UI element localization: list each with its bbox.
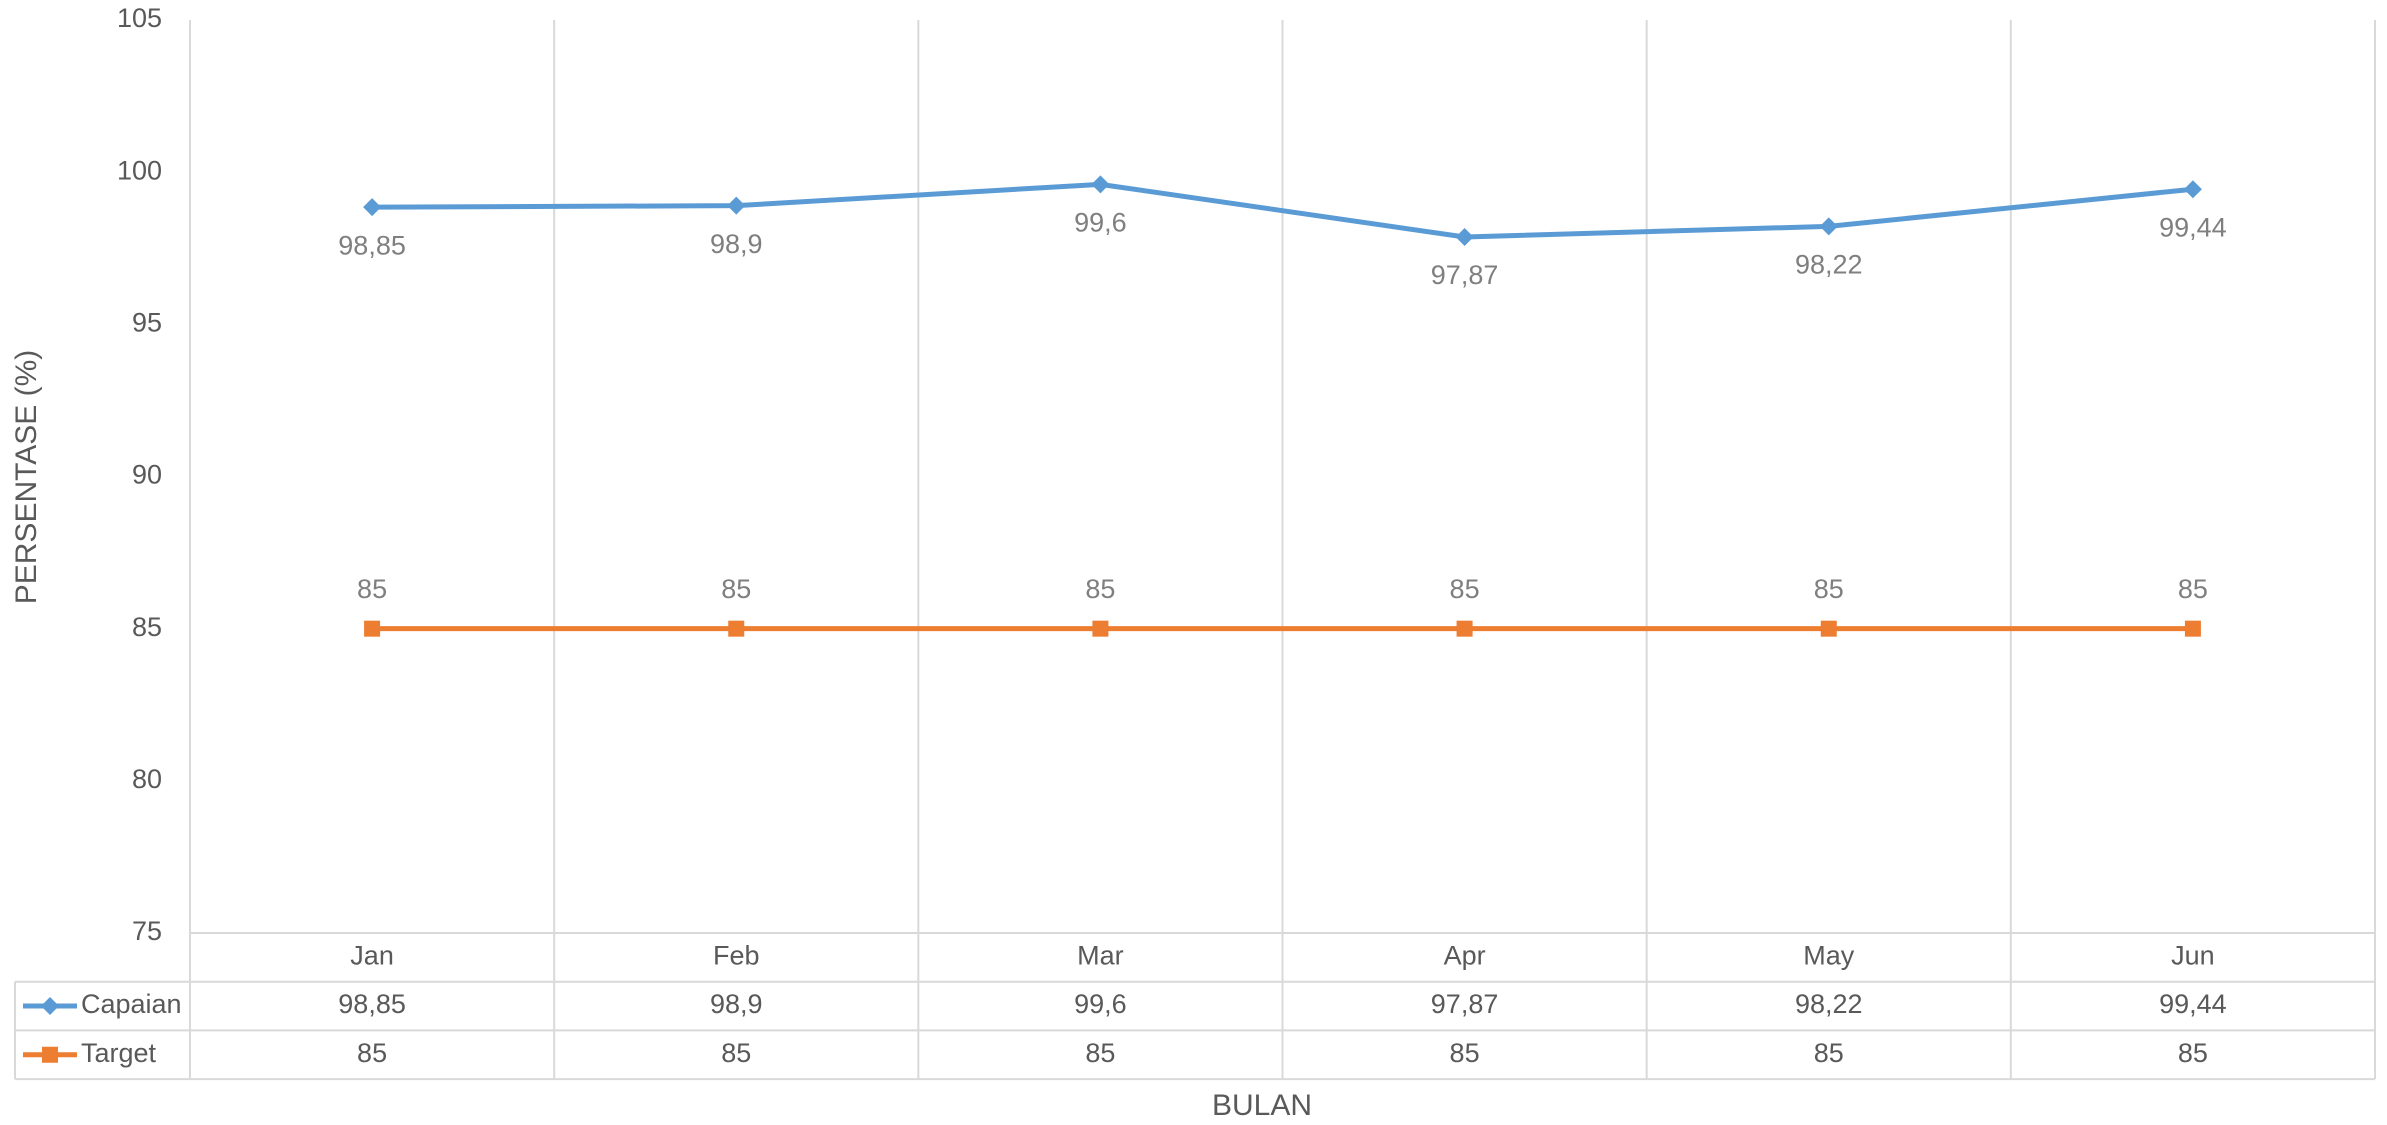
- table-cell: 98,85: [338, 989, 406, 1019]
- x-tick-label: Apr: [1444, 940, 1486, 970]
- data-label: 85: [2178, 574, 2208, 604]
- table-cell: 98,22: [1795, 989, 1863, 1019]
- table-cell: 98,9: [710, 989, 763, 1019]
- legend-label: Capaian: [81, 989, 182, 1019]
- y-tick-label: 75: [132, 916, 162, 946]
- x-tick-label: Jan: [350, 940, 394, 970]
- data-label: 99,44: [2159, 212, 2227, 242]
- table-cell: 85: [2178, 1038, 2208, 1068]
- table-cell: 85: [721, 1038, 751, 1068]
- point-marker: [2183, 180, 2202, 199]
- y-tick-label: 80: [132, 764, 162, 794]
- x-tick-label: May: [1803, 940, 1855, 970]
- data-label: 98,22: [1795, 249, 1863, 279]
- y-axis-label: PERSENTASE (%): [10, 350, 43, 605]
- legend-key-marker: [42, 1046, 58, 1063]
- point-marker: [363, 198, 382, 217]
- point-marker: [1819, 217, 1838, 236]
- point-marker: [727, 196, 746, 215]
- y-tick-label: 100: [117, 155, 162, 185]
- legend-key-marker: [41, 997, 59, 1016]
- y-tick-label: 95: [132, 307, 162, 337]
- point-marker: [1455, 227, 1474, 246]
- point-marker: [728, 620, 745, 637]
- data-label: 85: [357, 574, 387, 604]
- point-marker: [1091, 175, 1110, 194]
- data-label: 85: [1814, 574, 1844, 604]
- table-cell: 99,6: [1074, 989, 1127, 1019]
- point-marker: [1456, 620, 1473, 637]
- y-tick-label: 85: [132, 612, 162, 642]
- data-label: 98,85: [338, 230, 406, 260]
- legend-label: Target: [81, 1038, 157, 1068]
- point-marker: [2184, 620, 2201, 637]
- point-marker: [364, 620, 381, 637]
- data-label: 85: [721, 574, 751, 604]
- data-label: 99,6: [1074, 207, 1127, 237]
- x-axis-label: BULAN: [1212, 1089, 1312, 1122]
- y-tick-label: 105: [117, 3, 162, 33]
- data-label: 97,87: [1431, 260, 1499, 290]
- point-marker: [1820, 620, 1837, 637]
- x-tick-label: Feb: [713, 940, 760, 970]
- table-cell: 85: [1814, 1038, 1844, 1068]
- table-cell: 97,87: [1431, 989, 1499, 1019]
- series-line: [372, 181, 2194, 240]
- table-cell: 99,44: [2159, 989, 2227, 1019]
- table-cell: 85: [1450, 1038, 1480, 1068]
- data-label: 85: [1085, 574, 1115, 604]
- y-tick-label: 90: [132, 460, 162, 490]
- point-marker: [1092, 620, 1109, 637]
- data-label: 98,9: [710, 229, 763, 259]
- table-cell: 85: [1085, 1038, 1115, 1068]
- x-tick-label: Jun: [2171, 940, 2215, 970]
- data-label: 85: [1450, 574, 1480, 604]
- x-tick-label: Mar: [1077, 940, 1124, 970]
- table-cell: 85: [357, 1038, 387, 1068]
